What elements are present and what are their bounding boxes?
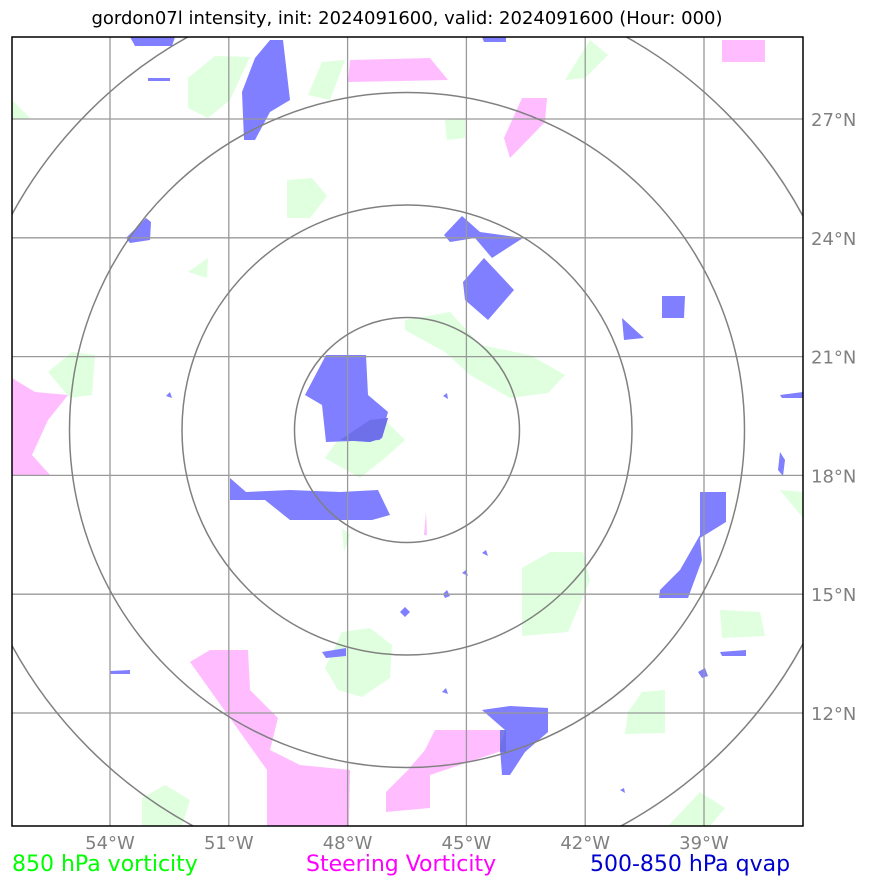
- qvap-area: [659, 492, 726, 598]
- qvap-area: [462, 570, 468, 576]
- qvap-area: [720, 650, 746, 656]
- latitude-tick-label: 15°N: [811, 585, 856, 606]
- range-ring: [293, 316, 521, 544]
- vorticity-area: [405, 312, 565, 398]
- steering-area: [504, 98, 547, 158]
- steering-area: [12, 378, 68, 475]
- longitude-tick-label: 42°W: [560, 833, 610, 854]
- overlap-areas: [340, 418, 506, 752]
- vorticity-area: [625, 690, 665, 734]
- vorticity-area: [565, 40, 608, 80]
- qvap-area: [242, 40, 290, 140]
- qvap-area: [622, 318, 644, 340]
- latitude-tick-label: 21°N: [811, 348, 856, 369]
- qvap-area: [230, 478, 390, 520]
- range-ring: [181, 204, 633, 656]
- qvap-area: [698, 668, 708, 678]
- qvap-area: [482, 706, 548, 775]
- vorticity-area: [308, 60, 345, 100]
- qvap-area: [305, 355, 388, 442]
- vorticity-area: [48, 352, 95, 398]
- vorticity-area: [188, 56, 250, 118]
- graticule: [12, 37, 803, 826]
- overlap-area: [340, 418, 388, 442]
- qvap-area: [400, 607, 410, 617]
- qvap-area: [442, 688, 448, 694]
- qvap-area: [780, 392, 803, 398]
- map-title: gordon07l intensity, init: 2024091600, v…: [91, 8, 723, 29]
- longitude-tick-label: 54°W: [85, 833, 135, 854]
- longitude-tick-label: 45°W: [442, 833, 492, 854]
- qvap-area: [482, 550, 488, 556]
- steering-area: [348, 58, 448, 82]
- range-ring: [68, 91, 746, 769]
- low-level-vorticity-areas: [12, 40, 803, 826]
- legend-low-level-vorticity: 850 hPa vorticity: [12, 852, 198, 877]
- vorticity-area: [142, 785, 190, 826]
- vorticity-area: [342, 528, 350, 552]
- latitude-tick-label: 24°N: [811, 229, 856, 250]
- longitude-tick-label: 51°W: [204, 833, 254, 854]
- legend-qvap: 500-850 hPa qvap: [590, 852, 791, 877]
- vorticity-area: [445, 118, 465, 140]
- qvap-area: [463, 258, 514, 320]
- overlap-area: [500, 730, 506, 752]
- range-rings: [12, 37, 803, 826]
- longitude-tick-label: 39°W: [679, 833, 729, 854]
- latitude-tick-labels: 27°N 24°N 21°N 18°N 15°N 12°N: [811, 110, 856, 725]
- qvap-area: [444, 216, 523, 258]
- qvap-area: [662, 296, 685, 318]
- legend-steering-vorticity: Steering Vorticity: [306, 852, 497, 877]
- qvap-area: [130, 37, 175, 46]
- map-frame: [11, 36, 804, 827]
- qvap-area: [110, 670, 130, 674]
- qvap-area: [443, 393, 448, 399]
- qvap-area: [148, 78, 170, 81]
- vorticity-area: [668, 792, 725, 826]
- steering-area: [722, 40, 765, 62]
- longitude-tick-labels: 54°W 51°W 48°W 45°W 42°W 39°W: [85, 833, 729, 854]
- qvap-area: [126, 218, 151, 243]
- map-layers: [12, 37, 803, 826]
- vorticity-area: [780, 490, 803, 518]
- qvap-area: [166, 392, 172, 398]
- vorticity-area: [287, 178, 327, 218]
- vorticity-area: [325, 628, 392, 697]
- steering-area: [386, 730, 504, 812]
- vorticity-area: [188, 258, 208, 278]
- latitude-tick-label: 18°N: [811, 466, 856, 487]
- longitude-tick-label: 48°W: [323, 833, 373, 854]
- qvap-area: [620, 788, 625, 793]
- vorticity-area: [720, 610, 765, 638]
- qvap-area: [482, 37, 506, 42]
- qvap-area: [322, 648, 346, 658]
- qvap-areas: [110, 37, 803, 793]
- steering-area: [424, 512, 427, 535]
- latitude-tick-label: 12°N: [811, 704, 856, 725]
- vorticity-area: [12, 100, 30, 120]
- qvap-area: [778, 452, 785, 476]
- latitude-tick-label: 27°N: [811, 110, 856, 131]
